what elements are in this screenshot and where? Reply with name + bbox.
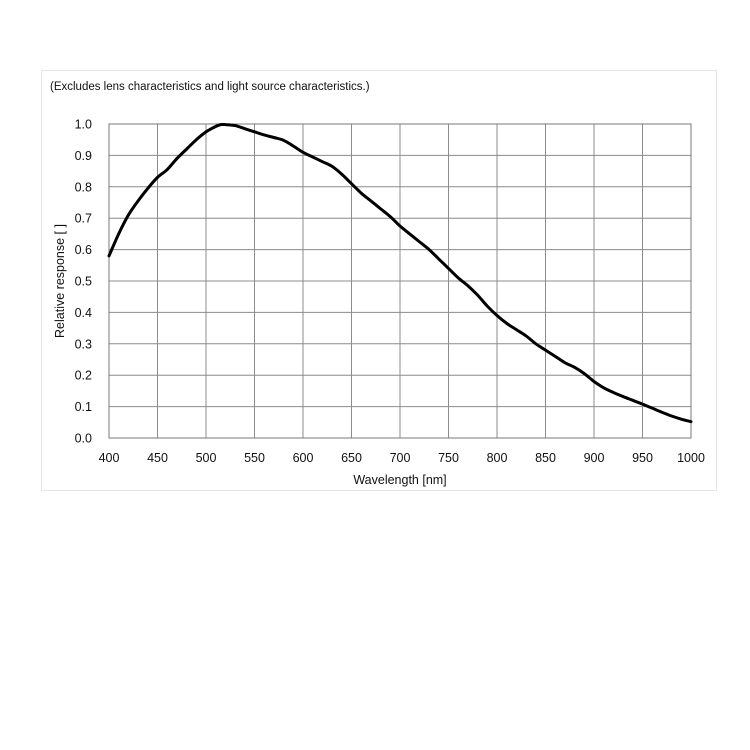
- y-tick-label: 1.0: [75, 118, 92, 132]
- y-tick-label: 0.7: [75, 212, 92, 226]
- chart-note-title: (Excludes lens characteristics and light…: [50, 81, 370, 93]
- x-axis-ticks: 400 450 500 550 600 650 700 750 800 850 900 950 1000: [99, 451, 705, 465]
- x-tick-label: 1000: [677, 451, 705, 465]
- y-tick-label: 0.5: [75, 275, 92, 289]
- y-axis-label: Relative response [ ]: [53, 224, 67, 338]
- x-tick-label: 750: [438, 451, 459, 465]
- y-axis-ticks: 0.0 0.1 0.2 0.3 0.4 0.5 0.6 0.7 0.8 0.9 1.0: [75, 118, 92, 446]
- y-tick-label: 0.4: [75, 306, 92, 320]
- x-tick-label: 700: [390, 451, 411, 465]
- series-line-relative-response: [107, 122, 693, 424]
- grid-lines: [108, 123, 692, 439]
- chart-svg: (Excludes lens characteristics and light…: [50, 81, 705, 487]
- x-tick-label: 600: [293, 451, 314, 465]
- y-tick-label: 0.8: [75, 180, 92, 194]
- x-tick-label: 900: [584, 451, 605, 465]
- x-axis-label: Wavelength [nm]: [353, 473, 446, 487]
- x-tick-label: 950: [632, 451, 653, 465]
- y-tick-label: 0.3: [75, 337, 92, 351]
- y-tick-label: 0.2: [75, 369, 92, 383]
- y-tick-label: 0.9: [75, 149, 92, 163]
- x-tick-label: 650: [341, 451, 362, 465]
- x-tick-label: 850: [535, 451, 556, 465]
- y-tick-label: 0.6: [75, 243, 92, 257]
- x-tick-label: 800: [487, 451, 508, 465]
- y-tick-label: 0.0: [75, 432, 92, 446]
- x-tick-label: 500: [196, 451, 217, 465]
- chart-figure: (Excludes lens characteristics and light…: [41, 70, 717, 491]
- plot-frame: [108, 123, 692, 439]
- x-tick-label: 400: [99, 451, 120, 465]
- y-tick-label: 0.1: [75, 400, 92, 414]
- plot-area-border: [108, 123, 692, 439]
- series-layer: [107, 122, 693, 424]
- x-tick-label: 450: [147, 451, 168, 465]
- x-tick-label: 550: [244, 451, 265, 465]
